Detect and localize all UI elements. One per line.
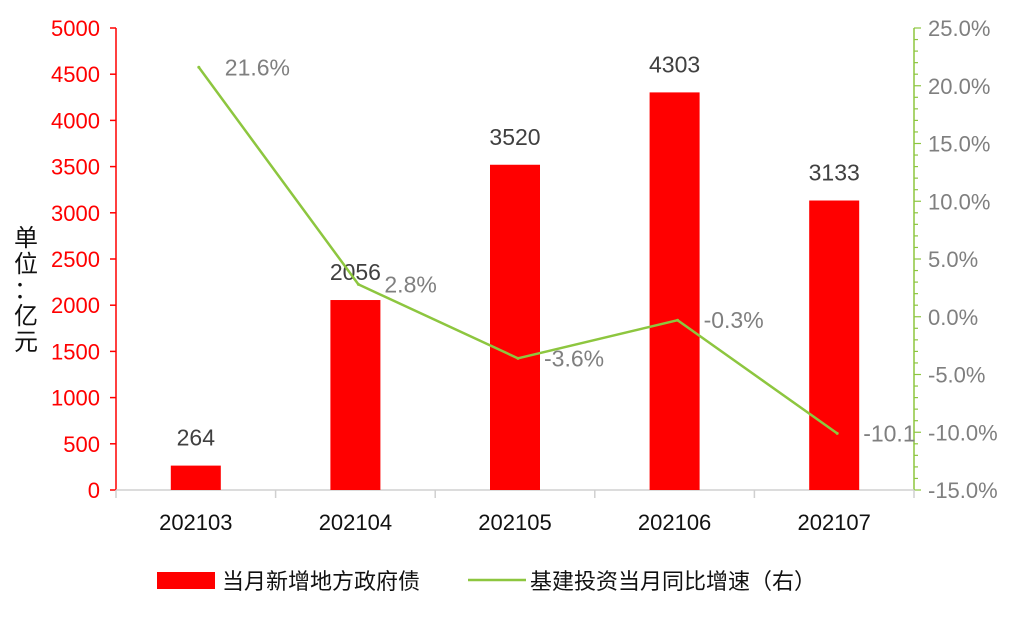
- line-point: [197, 65, 201, 69]
- right-tick-label: -10.0%: [928, 420, 998, 445]
- left-tick-label: 3000: [51, 201, 100, 226]
- left-tick-label: 0: [88, 478, 100, 503]
- bar: [809, 200, 860, 490]
- line-point: [835, 431, 839, 435]
- right-axis: -15.0% -10.0% -5.0% 0.0% 5.0% 10.0% 15.0% 20.0%…: [913, 16, 998, 503]
- left-axis-label-char: 位: [14, 250, 38, 278]
- line-data-label: 2.8%: [384, 271, 436, 297]
- left-tick-label: 2500: [51, 247, 100, 272]
- legend-bar-label: 当月新增地方政府债: [222, 570, 420, 595]
- bar-data-label: 4303: [649, 51, 700, 77]
- right-tick-label: -5.0%: [928, 363, 985, 388]
- left-tick-label: 1000: [51, 386, 100, 411]
- bar: [170, 465, 221, 490]
- bar-data-label: 3133: [809, 160, 860, 186]
- bar-data-label: 3520: [489, 124, 540, 150]
- line-data-labels: 21.6% 2.8% -3.6% -0.3% -10.1%: [225, 54, 936, 446]
- line-data-label: 21.6%: [225, 54, 290, 80]
- legend-bar-swatch: [157, 572, 215, 589]
- x-tick-label: 202105: [478, 510, 551, 535]
- left-tick-label: 5000: [51, 16, 100, 41]
- legend: 当月新增地方政府债 基建投资当月同比增速（右）: [157, 570, 816, 595]
- left-tick-label: 500: [63, 432, 100, 457]
- line-point: [356, 282, 360, 286]
- line-data-label: -0.3%: [704, 307, 764, 333]
- legend-line-label: 基建投资当月同比增速（右）: [530, 570, 816, 595]
- left-axis-label-char: ：: [14, 276, 38, 304]
- left-axis-label: 单位：亿元: [14, 224, 38, 356]
- bar: [330, 300, 381, 490]
- left-tick-label: 4000: [51, 108, 100, 133]
- line-point: [676, 318, 680, 322]
- right-tick-label: -15.0%: [928, 478, 998, 503]
- right-tick-label: 15.0%: [928, 132, 990, 157]
- line-series: 21.6% 2.8% -3.6% -0.3% -10.1%: [197, 54, 936, 446]
- bar: [490, 164, 540, 490]
- x-tick-label: 202103: [159, 510, 232, 535]
- left-axis: 0 500 1000 1500 2000 2500 3000 3500 4000 4500 5000: [51, 16, 117, 503]
- right-tick-label: 25.0%: [928, 16, 990, 41]
- bar-data-label: 264: [177, 425, 216, 451]
- left-tick-label: 3500: [51, 155, 100, 180]
- x-axis: 202103 202104 202105 202106 202107: [115, 489, 915, 535]
- left-axis-label-char: 元: [14, 328, 38, 356]
- right-tick-label: 10.0%: [928, 189, 990, 214]
- line-point: [516, 356, 520, 360]
- left-axis-label-char: 单: [14, 224, 38, 252]
- left-tick-label: 1500: [51, 339, 100, 364]
- line-data-label: -3.6%: [544, 345, 604, 371]
- right-tick-label: 20.0%: [928, 74, 990, 99]
- left-tick-label: 2000: [51, 293, 100, 318]
- left-tick-label: 4500: [51, 62, 100, 87]
- x-tick-label: 202106: [638, 510, 711, 535]
- bar: [649, 92, 700, 490]
- right-tick-label: 0.0%: [928, 305, 978, 330]
- right-tick-label: 5.0%: [928, 247, 978, 272]
- left-axis-label-char: 亿: [14, 302, 38, 330]
- x-tick-label: 202107: [797, 510, 870, 535]
- x-tick-label: 202104: [319, 510, 392, 535]
- line-data-label: -10.1%: [863, 420, 936, 446]
